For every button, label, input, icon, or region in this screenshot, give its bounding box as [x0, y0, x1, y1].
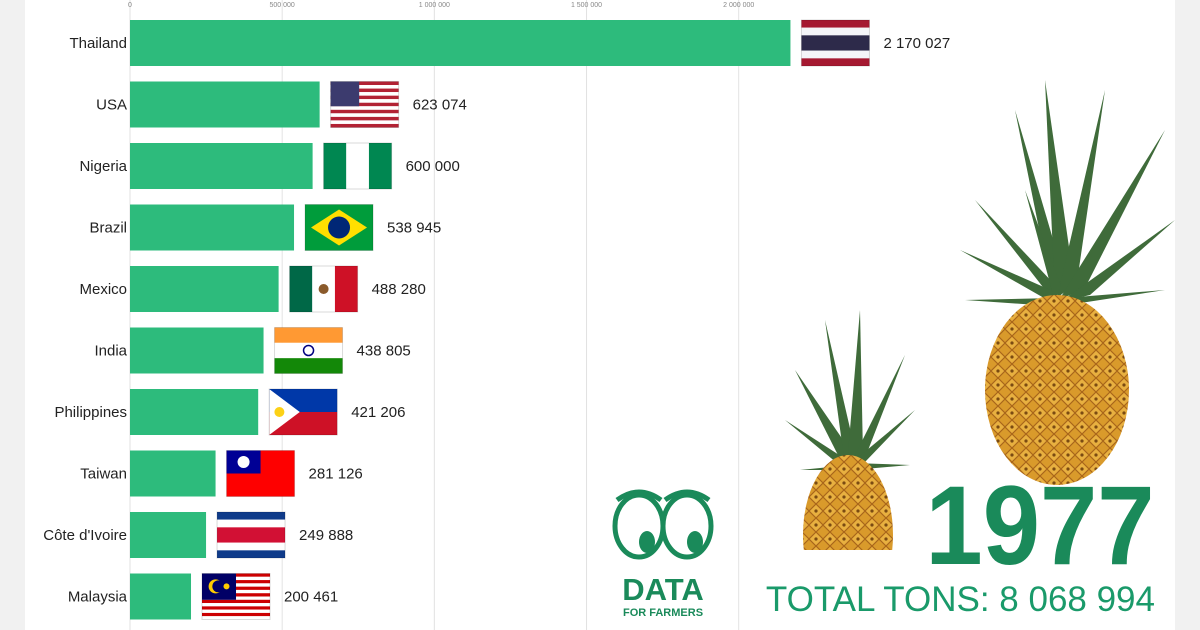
- bar: [130, 512, 207, 558]
- category-labels: Thailand USA Nigeria Brazil Mexico India Phili…: [43, 35, 127, 606]
- value-label: 600 000: [406, 158, 460, 175]
- category-label: Nigeria: [79, 158, 127, 175]
- bar: [130, 204, 295, 251]
- bar: [130, 450, 216, 497]
- category-label: Côte d'Ivoire: [43, 527, 127, 544]
- bar: [130, 143, 313, 189]
- year-label: 1977: [925, 463, 1155, 588]
- value-label: 538 945: [387, 220, 441, 237]
- x-tick-label: 2 000 000: [723, 2, 754, 9]
- pineapples-illustration: [785, 80, 1175, 550]
- taiwan-flag: [226, 450, 296, 497]
- nigeria-flag: [323, 142, 393, 190]
- category-label: Malaysia: [68, 589, 128, 606]
- bar: [130, 81, 320, 128]
- value-label: 2 170 027: [883, 35, 950, 52]
- x-axis-ticks: 0 500 000 1 000 000 1 500 000 2 000 000: [128, 2, 754, 9]
- value-label: 200 461: [284, 589, 338, 606]
- value-label: 438 805: [357, 343, 411, 360]
- cote-divoire-flag: [216, 511, 286, 559]
- chart-frame: 0 500 000 1 000 000 1 500 000 2 000 000 Thai…: [25, 0, 1175, 630]
- bar: [130, 389, 259, 435]
- bar-chart: 0 500 000 1 000 000 1 500 000 2 000 000 Thai…: [43, 0, 950, 630]
- bar: [130, 266, 279, 312]
- total-tons-label: TOTAL TONS: 8 068 994: [765, 580, 1155, 619]
- x-tick-label: 500 000: [270, 2, 295, 9]
- thailand-flag: [800, 19, 870, 67]
- bars: [130, 20, 791, 620]
- data-for-farmers-logo: DATA FOR FARMERS: [603, 480, 723, 625]
- x-tick-label: 1 500 000: [571, 2, 602, 9]
- india-flag: [274, 327, 344, 374]
- bar: [130, 20, 791, 66]
- philippines-flag: [268, 388, 338, 436]
- bar: [130, 327, 264, 374]
- logo-farmers-text: FOR FARMERS: [623, 607, 703, 619]
- category-label: Mexico: [79, 281, 127, 298]
- usa-flag: [330, 81, 400, 128]
- value-label: 421 206: [351, 404, 405, 421]
- category-label: Brazil: [89, 220, 127, 237]
- category-label: Taiwan: [80, 466, 127, 483]
- value-labels: 2 170 027 623 074 600 000 538 945 488 280 438…: [284, 35, 950, 606]
- logo-data-text: DATA: [622, 572, 704, 607]
- x-tick-label: 1 000 000: [419, 2, 450, 9]
- value-label: 488 280: [372, 281, 426, 298]
- value-label: 623 074: [413, 97, 467, 114]
- category-label: Thailand: [69, 35, 127, 52]
- flags: [201, 19, 870, 620]
- bar: [130, 573, 192, 620]
- malaysia-flag: [201, 573, 271, 620]
- pineapple-small-icon: [785, 310, 915, 550]
- value-label: 281 126: [309, 466, 363, 483]
- mexico-flag: [289, 265, 359, 313]
- category-label: Philippines: [54, 404, 127, 421]
- brazil-flag: [304, 204, 374, 251]
- x-tick-label: 0: [128, 2, 132, 9]
- value-label: 249 888: [299, 527, 353, 544]
- pineapple-large-icon: [960, 80, 1175, 485]
- category-label: USA: [96, 97, 127, 114]
- category-label: India: [94, 343, 127, 360]
